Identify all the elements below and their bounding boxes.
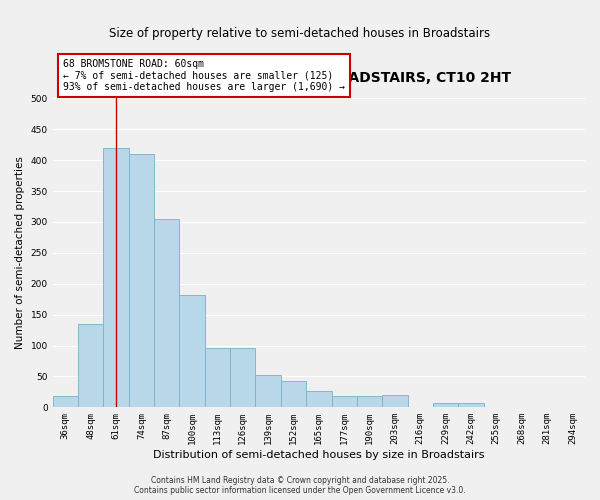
Bar [230,348,256,408]
Bar [433,403,458,407]
Bar [281,382,306,407]
Bar [256,374,281,408]
Bar [332,396,357,407]
Bar [458,403,484,407]
Text: Size of property relative to semi-detached houses in Broadstairs: Size of property relative to semi-detach… [109,28,491,40]
Bar [53,396,78,407]
Bar [78,324,103,407]
Bar [179,295,205,408]
Bar [382,395,407,407]
Bar [357,396,382,407]
Bar [205,348,230,408]
Title: 68, BROMSTONE ROAD, BROADSTAIRS, CT10 2HT: 68, BROMSTONE ROAD, BROADSTAIRS, CT10 2H… [127,70,511,85]
Bar [154,219,179,408]
Bar [103,148,129,407]
Bar [306,390,332,407]
X-axis label: Distribution of semi-detached houses by size in Broadstairs: Distribution of semi-detached houses by … [153,450,485,460]
Bar [129,154,154,407]
Text: 68 BROMSTONE ROAD: 60sqm
← 7% of semi-detached houses are smaller (125)
93% of s: 68 BROMSTONE ROAD: 60sqm ← 7% of semi-de… [64,59,346,92]
Y-axis label: Number of semi-detached properties: Number of semi-detached properties [15,156,25,350]
Text: Contains HM Land Registry data © Crown copyright and database right 2025.
Contai: Contains HM Land Registry data © Crown c… [134,476,466,495]
